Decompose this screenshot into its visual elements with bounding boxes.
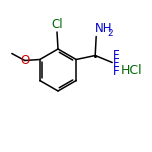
- Text: Cl: Cl: [51, 18, 63, 31]
- Text: F: F: [113, 57, 120, 70]
- Text: F: F: [113, 49, 120, 62]
- Text: O: O: [20, 54, 29, 67]
- Text: NH: NH: [95, 22, 113, 36]
- Text: F: F: [113, 65, 120, 78]
- Text: HCl: HCl: [121, 64, 143, 76]
- Text: 2: 2: [107, 29, 113, 38]
